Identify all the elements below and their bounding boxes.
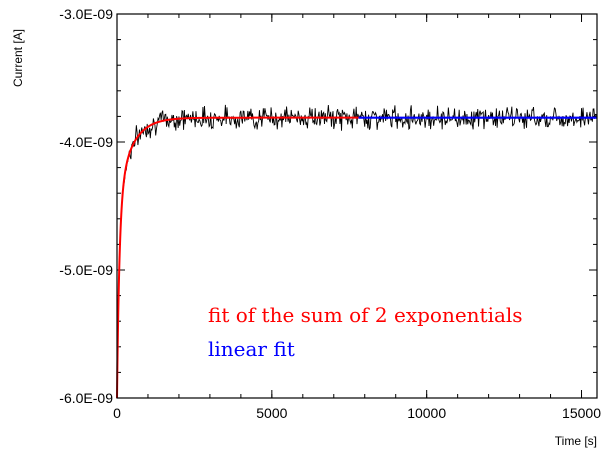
y-tick-labels: -3.0E-09 -4.0E-09 -5.0E-09 -6.0E-09 — [59, 6, 113, 406]
plot-frame — [116, 13, 598, 399]
x-axis-title: Time [s] — [555, 434, 597, 448]
series-layer — [116, 104, 598, 399]
y-tick-label: -5.0E-09 — [59, 262, 113, 278]
x-tick-label: 10000 — [407, 405, 446, 421]
y-tick-label: -3.0E-09 — [59, 6, 113, 22]
y-tick-label: -4.0E-09 — [59, 134, 113, 150]
y-axis-title: Current [A] — [11, 29, 25, 87]
annotation-linear-fit: linear fit — [208, 337, 295, 361]
x-tick-label: 0 — [113, 405, 121, 421]
y-tick-label: -6.0E-09 — [59, 390, 113, 406]
minor-ticks — [116, 13, 597, 399]
x-tick-labels: 0 5000 10000 15000 — [113, 405, 601, 421]
major-ticks — [116, 13, 597, 399]
x-tick-label: 5000 — [256, 405, 287, 421]
series-measured — [116, 104, 598, 399]
annotation-exp-fit: fit of the sum of 2 exponentials — [208, 303, 523, 327]
series-exp-fit — [116, 116, 359, 399]
x-tick-label: 15000 — [562, 405, 601, 421]
